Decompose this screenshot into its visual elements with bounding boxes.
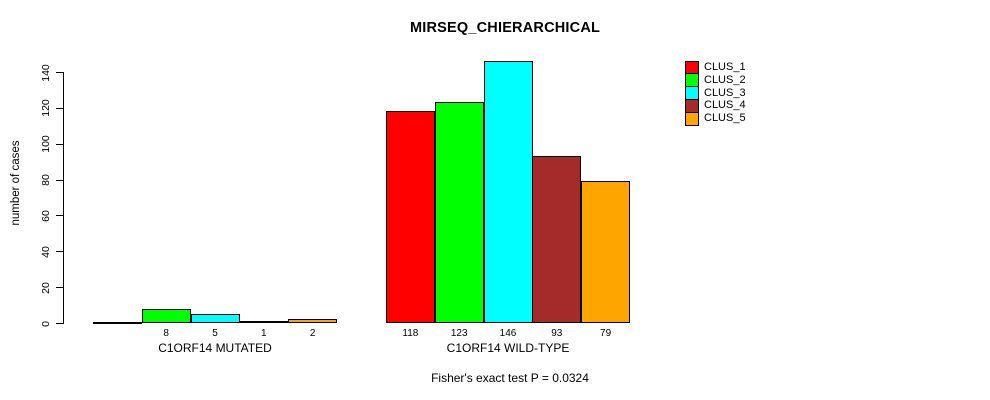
bar-clus_5-group1 xyxy=(288,319,337,323)
y-axis-tick xyxy=(56,215,63,217)
y-axis-tick xyxy=(56,143,63,145)
legend-item-clus_5: CLUS_5 xyxy=(685,111,746,126)
bar-clus_3-group1 xyxy=(191,314,240,323)
category-label-2: C1ORF14 WILD-TYPE xyxy=(446,341,570,355)
bar-value-label: 1 xyxy=(261,328,267,339)
y-axis-tick xyxy=(56,72,63,73)
y-tick-label: 140 xyxy=(40,63,52,82)
legend-label-clus_4: CLUS_4 xyxy=(704,99,746,112)
y-tick-label: 0 xyxy=(40,320,52,327)
legend-label-clus_1: CLUS_1 xyxy=(704,61,746,73)
chart-title: MIRSEQ_CHIERARCHICAL xyxy=(409,20,601,36)
legend-label-clus_5: CLUS_5 xyxy=(704,112,746,125)
y-axis-tick xyxy=(56,287,63,289)
bar-value-label: 5 xyxy=(212,328,218,339)
y-axis-line xyxy=(63,72,64,324)
bar-clus_4-group1 xyxy=(239,321,288,323)
y-tick-label: 120 xyxy=(40,99,52,118)
y-axis-tick xyxy=(56,251,63,253)
bar-value-label: 79 xyxy=(600,328,612,339)
bar-clus_3-group2 xyxy=(484,61,533,323)
y-tick-label: 80 xyxy=(40,174,52,186)
bar-value-label: 118 xyxy=(402,328,419,339)
fisher-test-annotation: Fisher's exact test P = 0.0324 xyxy=(431,371,589,385)
bar-value-label: 2 xyxy=(309,328,316,339)
bar-clus_1-group2 xyxy=(386,111,435,323)
legend-item-clus_1: CLUS_1 xyxy=(685,60,746,75)
bar-clus_5-group2 xyxy=(581,181,630,323)
legend-item-clus_2: CLUS_2 xyxy=(685,73,746,88)
y-tick-label: 20 xyxy=(40,281,52,294)
y-tick-label: 60 xyxy=(40,210,52,222)
bar-clus_1-group1 xyxy=(93,322,142,324)
y-axis-label: number of cases xyxy=(10,140,22,226)
y-axis-tick xyxy=(56,107,63,109)
y-axis-tick xyxy=(56,179,63,181)
bar-clus_4-group2 xyxy=(532,156,581,323)
y-tick-label: 100 xyxy=(40,135,52,153)
legend-item-clus_3: CLUS_3 xyxy=(685,86,746,101)
y-tick-label: 40 xyxy=(40,245,52,258)
legend-swatch-clus_5 xyxy=(685,111,699,126)
y-axis-tick xyxy=(56,323,63,324)
bar-clus_2-group1 xyxy=(142,309,191,323)
bar-value-label: 93 xyxy=(551,328,563,339)
bar-value-label: 146 xyxy=(499,328,517,339)
bar-clus_2-group2 xyxy=(435,102,484,323)
category-label-1: C1ORF14 MUTATED xyxy=(158,341,272,355)
legend-item-clus_4: CLUS_4 xyxy=(685,98,746,113)
legend-label-clus_2: CLUS_2 xyxy=(704,73,746,86)
legend-label-clus_3: CLUS_3 xyxy=(704,86,746,99)
bar-value-label: 123 xyxy=(450,328,468,339)
bar-value-label: 8 xyxy=(163,328,169,339)
